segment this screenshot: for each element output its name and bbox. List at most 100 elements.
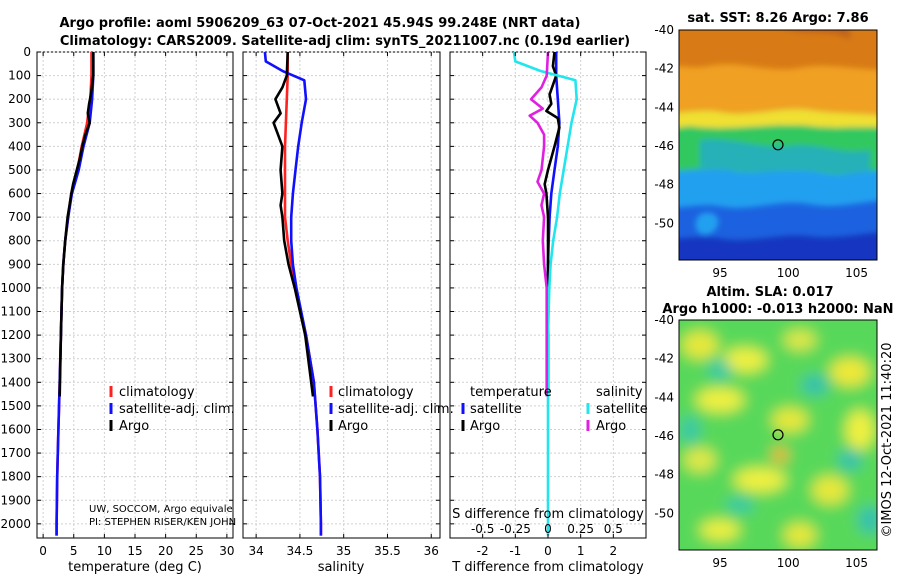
sla-heatmap xyxy=(679,320,877,550)
sst_map-lat-tick-label: -44 xyxy=(654,100,674,114)
s-difference-tick-label: -0.5 xyxy=(471,522,494,536)
sla_map-lat-tick-label: -40 xyxy=(654,313,674,327)
depth-tick-label: 200 xyxy=(8,92,31,106)
salinity-xtick-label: 36 xyxy=(424,544,439,558)
depth-tick-label: 1000 xyxy=(0,281,31,295)
sla_map-lat-tick-label: -44 xyxy=(654,390,674,404)
depth-tick-label: 1200 xyxy=(0,328,31,342)
depth-tick-label: 1500 xyxy=(0,399,31,413)
differences-series-t-satellite xyxy=(546,52,561,397)
sla-map-title: Altim. SLA: 0.017 xyxy=(707,285,834,300)
salinity-xtick-label: 35.5 xyxy=(374,544,401,558)
temperature-xtick-label: 0 xyxy=(39,544,47,558)
imos-watermark: ©IMOS 12-Oct-2021 11:40:20 xyxy=(880,342,895,537)
credit-line-2: PI: STEPHEN RISER/KEN JOHN xyxy=(89,517,236,528)
salinity-legend: climatology satellite-adj. clim. Argo xyxy=(329,385,454,434)
differences-xtick-label: -1 xyxy=(509,544,521,558)
depth-tick-label: 1300 xyxy=(0,352,31,366)
legend-label-climatology: climatology xyxy=(119,385,195,400)
differences-series-t-argo xyxy=(543,51,561,397)
sst_map-lon-tick-label: 95 xyxy=(712,266,727,280)
sst-argo-position-marker xyxy=(772,139,784,151)
sst_map-lat-tick-label: -40 xyxy=(654,23,674,37)
credit-line-1: UW, SOCCOM, Argo equivale xyxy=(89,504,233,515)
sla_map-lat-tick-label: -50 xyxy=(654,506,674,520)
salinity-series-argo xyxy=(272,51,315,397)
sla_map-lon-tick-label: 105 xyxy=(845,556,868,570)
legend-label-t-argo: Argo xyxy=(470,419,500,434)
sst_map-lon-tick-label: 105 xyxy=(845,266,868,280)
temperature-series-argo xyxy=(58,52,95,397)
temperature-legend: climatology satellite-adj. clim. Argo xyxy=(109,385,235,434)
salinity-axis-label: salinity xyxy=(318,560,365,575)
temperature-xtick-label: 25 xyxy=(189,544,204,558)
s-difference-tick-label: 0.25 xyxy=(567,522,594,536)
s-difference-tick-label: 0 xyxy=(544,522,552,536)
temperature-xtick-label: 5 xyxy=(70,544,78,558)
figure-title-line1: Argo profile: aoml 5906209_63 07-Oct-202… xyxy=(60,16,581,31)
legend-label-argo: Argo xyxy=(119,419,149,434)
differences-series-s-satellite xyxy=(512,51,579,536)
depth-tick-label: 1900 xyxy=(0,493,31,507)
sla_map-lat-tick-label: -42 xyxy=(654,352,674,366)
temperature-xtick-label: 20 xyxy=(158,544,173,558)
depth-tick-label: 300 xyxy=(8,116,31,130)
depth-tick-label: 1600 xyxy=(0,422,31,436)
s-difference-tick-label: 0.5 xyxy=(604,522,623,536)
salinity-series-climatology xyxy=(283,52,323,536)
depth-tick-label: 1700 xyxy=(0,446,31,460)
depth-tick-label: 100 xyxy=(8,69,31,83)
sst_map-lon-tick-label: 100 xyxy=(777,266,800,280)
depth-tick-label: 0 xyxy=(23,45,31,59)
salinity-xtick-label: 35 xyxy=(336,544,351,558)
legend-label-satellite: satellite-adj. clim. xyxy=(119,402,235,417)
temperature-xtick-label: 30 xyxy=(219,544,234,558)
depth-tick-label: 1800 xyxy=(0,470,31,484)
differences-xtick-label: -2 xyxy=(477,544,489,558)
legend-title-salinity: salinity xyxy=(596,385,643,400)
salinity-plot-frame xyxy=(242,51,441,539)
sst_map-lat-tick-label: -50 xyxy=(654,216,674,230)
temperature-axis-label: temperature (deg C) xyxy=(68,560,202,575)
depth-tick-label: 600 xyxy=(8,187,31,201)
legend-label-argo: Argo xyxy=(338,419,368,434)
sst-map-title: sat. SST: 8.26 Argo: 7.86 xyxy=(687,11,868,26)
sst-heatmap xyxy=(679,30,877,260)
depth-tick-label: 1100 xyxy=(0,305,31,319)
legend-label-t-satellite: satellite xyxy=(470,402,522,417)
t-difference-axis-label: T difference from climatology xyxy=(451,560,644,575)
depth-tick-label: 900 xyxy=(8,257,31,271)
differences-series-s-argo xyxy=(528,51,550,397)
sla-map-subtitle: Argo h1000: -0.013 h2000: NaN xyxy=(662,302,893,317)
depth-tick-label: 2000 xyxy=(0,517,31,531)
legend-label-s-satellite: satellite xyxy=(596,402,648,417)
sla_map-lon-tick-label: 95 xyxy=(712,556,727,570)
salinity-series-satellite-adj-clim- xyxy=(263,51,323,536)
salinity-xtick-label: 34.5 xyxy=(287,544,314,558)
depth-tick-label: 500 xyxy=(8,163,31,177)
depth-tick-label: 400 xyxy=(8,139,31,153)
depth-tick-label: 700 xyxy=(8,210,31,224)
depth-tick-label: 1400 xyxy=(0,375,31,389)
sla_map-lat-tick-label: -46 xyxy=(654,429,674,443)
differences-xtick-label: 0 xyxy=(544,544,552,558)
differences-xtick-label: 2 xyxy=(610,544,618,558)
temperature-xtick-label: 10 xyxy=(97,544,112,558)
s-difference-tick-label: -0.25 xyxy=(500,522,531,536)
sla_map-lon-tick-label: 100 xyxy=(777,556,800,570)
legend-label-satellite: satellite-adj. clim. xyxy=(338,402,454,417)
sla-map-frame xyxy=(678,319,878,551)
sst_map-lat-tick-label: -48 xyxy=(654,178,674,192)
salinity-xtick-label: 34 xyxy=(248,544,263,558)
depth-tick-label: 800 xyxy=(8,234,31,248)
legend-title-temperature: temperature xyxy=(470,385,552,400)
s-difference-axis-label: S difference from climatology xyxy=(452,507,644,522)
sst_map-lat-tick-label: -42 xyxy=(654,62,674,76)
figure-title-line2: Climatology: CARS2009. Satellite-adj cli… xyxy=(60,34,630,49)
legend-label-s-argo: Argo xyxy=(596,419,626,434)
legend-label-climatology: climatology xyxy=(338,385,414,400)
difference-legend: temperature satellite Argo salinity sate… xyxy=(461,385,648,434)
sst-map-frame xyxy=(678,29,878,261)
temperature-xtick-label: 15 xyxy=(127,544,142,558)
